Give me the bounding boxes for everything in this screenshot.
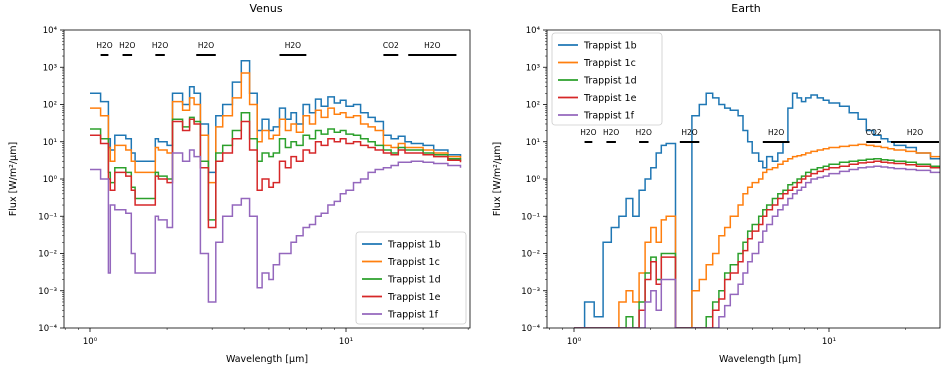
earth-y-axis-label: Flux [W/m²/μm] <box>492 142 503 216</box>
legend-label: Trappist 1d <box>387 275 441 286</box>
y-tick-label: 10³ <box>43 63 57 73</box>
legend-label: Trappist 1d <box>583 76 637 87</box>
band-label: H2O <box>603 128 619 137</box>
series-line-trappist-1d <box>90 112 462 221</box>
legend-label: Trappist 1f <box>387 310 439 321</box>
band-label: H2O <box>424 41 440 50</box>
legend-label: Trappist 1e <box>387 292 441 303</box>
y-tick-label: 10¹ <box>526 138 540 148</box>
series-line-trappist-1f <box>574 165 940 328</box>
band-label: H2O <box>768 128 784 137</box>
y-tick-label: 10⁻³ <box>38 287 57 297</box>
y-tick-label: 10⁻¹ <box>38 212 57 222</box>
venus-panel: Venus H2O H2O H2O H2O H2O CO2 H2O 10⁻⁴ 10⁻³ 10⁻²… <box>8 2 471 365</box>
legend-label: Trappist 1b <box>583 41 637 52</box>
venus-series-group <box>90 59 462 303</box>
earth-bands: H2O H2O H2O H2O H2O CO2 H2O <box>580 128 939 143</box>
band-label: CO2 <box>866 128 882 137</box>
legend-label: Trappist 1e <box>583 93 637 104</box>
band-label: H2O <box>198 41 214 50</box>
venus-y-axis-label: Flux [W/m²/μm] <box>8 142 19 216</box>
venus-x-axis-label: Wavelength [μm] <box>226 354 308 365</box>
venus-y-ticks: 10⁻⁴ 10⁻³ 10⁻² 10⁻¹ 10⁰ 10¹ 10² 10³ 10⁴ <box>38 26 64 334</box>
y-tick-label: 10⁻² <box>521 250 540 260</box>
y-tick-label: 10⁻⁴ <box>38 324 57 334</box>
venus-x-ticks: 10⁰ 10¹ <box>64 328 469 347</box>
venus-title: Venus <box>249 2 282 15</box>
band-label: H2O <box>636 128 652 137</box>
legend-label: Trappist 1b <box>387 240 441 251</box>
legend-box <box>551 32 663 126</box>
venus-legend: Trappist 1b Trappist 1c Trappist 1d Trappis… <box>355 231 467 325</box>
earth-title: Earth <box>731 2 761 15</box>
y-tick-label: 10⁴ <box>43 26 58 36</box>
y-tick-label: 10⁰ <box>43 175 58 185</box>
y-tick-label: 10² <box>43 101 57 111</box>
earth-series-group <box>574 92 940 328</box>
series-line-trappist-1e <box>574 160 940 328</box>
band-label: H2O <box>907 128 923 137</box>
y-tick-label: 10⁰ <box>526 175 541 185</box>
legend-label: Trappist 1c <box>583 58 636 69</box>
x-tick-label: 10¹ <box>339 337 353 347</box>
y-tick-label: 10⁻⁴ <box>521 324 540 334</box>
series-line-trappist-1b <box>574 92 940 328</box>
x-tick-label: 10⁰ <box>567 337 582 347</box>
band-label: H2O <box>119 41 135 50</box>
legend-box <box>355 231 467 325</box>
earth-legend: Trappist 1b Trappist 1c Trappist 1d Trappis… <box>551 32 663 126</box>
band-label: CO2 <box>383 41 399 50</box>
band-label: H2O <box>96 41 112 50</box>
band-label: H2O <box>580 128 596 137</box>
band-label: H2O <box>152 41 168 50</box>
series-line-trappist-1f <box>90 149 462 303</box>
series-line-trappist-1d <box>574 157 940 328</box>
band-label: H2O <box>681 128 697 137</box>
y-tick-label: 10⁻³ <box>521 287 540 297</box>
venus-bands: H2O H2O H2O H2O H2O CO2 H2O <box>96 41 457 56</box>
earth-y-ticks: 10⁻⁴ 10⁻³ 10⁻² 10⁻¹ 10⁰ 10¹ 10² 10³ 10⁴ <box>521 26 547 334</box>
legend-label: Trappist 1f <box>583 111 635 122</box>
y-tick-label: 10¹ <box>43 138 57 148</box>
earth-x-axis-label: Wavelength [μm] <box>719 354 801 365</box>
y-tick-label: 10² <box>526 101 540 111</box>
series-line-trappist-1c <box>574 143 940 328</box>
band-label: H2O <box>285 41 301 50</box>
y-tick-label: 10³ <box>526 63 540 73</box>
x-tick-label: 10⁰ <box>83 337 98 347</box>
y-tick-label: 10⁻² <box>38 250 57 260</box>
y-tick-label: 10⁻¹ <box>521 212 540 222</box>
earth-x-ticks: 10⁰ 10¹ <box>549 328 907 347</box>
series-line-trappist-1b <box>90 59 462 174</box>
earth-panel: Earth H2O H2O H2O H2O H2O CO2 H2O 10⁻⁴ 10⁻³ 10⁻²… <box>492 2 941 365</box>
series-line-trappist-1c <box>90 72 462 184</box>
legend-label: Trappist 1c <box>387 257 440 268</box>
x-tick-label: 10¹ <box>822 337 836 347</box>
y-tick-label: 10⁴ <box>526 26 541 36</box>
series-line-trappist-1e <box>90 118 462 229</box>
